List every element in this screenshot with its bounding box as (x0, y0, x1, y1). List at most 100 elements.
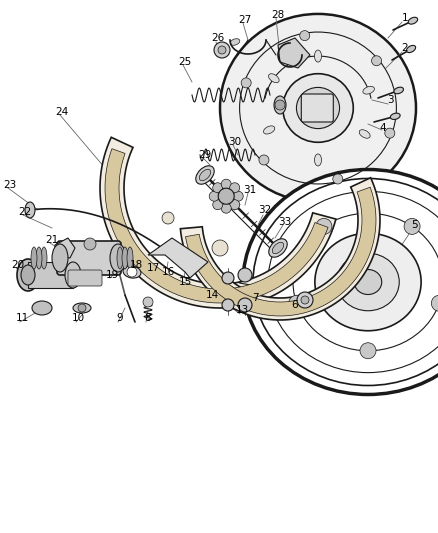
Ellipse shape (314, 154, 321, 166)
Ellipse shape (220, 14, 416, 202)
Text: 5: 5 (412, 220, 418, 230)
Text: 6: 6 (292, 300, 298, 310)
Ellipse shape (359, 130, 370, 138)
Circle shape (213, 183, 223, 193)
Text: 11: 11 (15, 313, 28, 323)
Ellipse shape (127, 247, 133, 269)
Circle shape (238, 268, 252, 282)
Polygon shape (148, 238, 208, 278)
Text: 21: 21 (46, 235, 59, 245)
Ellipse shape (315, 233, 421, 331)
Text: 3: 3 (387, 95, 393, 105)
Ellipse shape (268, 74, 279, 83)
Circle shape (385, 128, 395, 138)
Text: 33: 33 (279, 217, 292, 227)
Polygon shape (185, 187, 376, 316)
Ellipse shape (123, 266, 141, 278)
Text: 1: 1 (402, 13, 408, 23)
Circle shape (297, 292, 313, 308)
Polygon shape (278, 38, 310, 68)
Circle shape (371, 56, 381, 66)
Ellipse shape (264, 126, 275, 134)
Ellipse shape (73, 303, 91, 313)
Circle shape (289, 295, 305, 311)
Circle shape (143, 297, 153, 307)
Text: 32: 32 (258, 205, 272, 215)
Circle shape (301, 296, 309, 304)
Circle shape (241, 78, 251, 88)
Ellipse shape (406, 45, 416, 53)
Circle shape (221, 179, 231, 189)
Ellipse shape (21, 265, 35, 285)
Text: 19: 19 (106, 270, 119, 280)
Circle shape (222, 299, 234, 311)
Ellipse shape (52, 244, 68, 272)
FancyBboxPatch shape (28, 262, 73, 288)
Ellipse shape (196, 166, 214, 184)
Ellipse shape (307, 97, 329, 119)
FancyBboxPatch shape (68, 270, 102, 286)
Circle shape (127, 267, 137, 277)
Circle shape (230, 200, 240, 209)
Ellipse shape (363, 86, 374, 94)
Text: 17: 17 (146, 263, 159, 273)
Text: 14: 14 (205, 290, 219, 300)
Circle shape (213, 200, 223, 209)
Ellipse shape (17, 259, 39, 291)
Text: 31: 31 (244, 185, 257, 195)
Circle shape (78, 304, 86, 312)
Ellipse shape (274, 96, 286, 114)
Text: 20: 20 (11, 260, 25, 270)
Circle shape (316, 219, 332, 235)
Text: 22: 22 (18, 207, 32, 217)
Text: 24: 24 (55, 107, 69, 117)
Text: 9: 9 (117, 313, 124, 323)
Circle shape (209, 191, 219, 201)
Circle shape (431, 295, 438, 311)
Circle shape (212, 240, 228, 256)
Text: 13: 13 (235, 305, 249, 315)
Text: 4: 4 (380, 123, 386, 133)
Polygon shape (180, 177, 380, 320)
Text: 28: 28 (272, 10, 285, 20)
Ellipse shape (41, 247, 47, 269)
Ellipse shape (110, 244, 126, 272)
Polygon shape (105, 149, 328, 303)
Circle shape (222, 272, 234, 284)
Circle shape (238, 298, 252, 312)
Ellipse shape (314, 50, 321, 62)
Text: 23: 23 (4, 180, 17, 190)
Ellipse shape (272, 243, 284, 254)
Text: 27: 27 (238, 15, 251, 25)
Circle shape (333, 174, 343, 184)
Circle shape (162, 212, 174, 224)
Circle shape (218, 188, 234, 204)
Polygon shape (100, 138, 336, 308)
Circle shape (300, 30, 310, 41)
Ellipse shape (230, 39, 240, 45)
Ellipse shape (199, 169, 211, 181)
Ellipse shape (65, 262, 81, 288)
Ellipse shape (354, 270, 382, 295)
Ellipse shape (36, 247, 42, 269)
Circle shape (221, 203, 231, 213)
Circle shape (230, 183, 240, 193)
Text: 8: 8 (145, 313, 151, 323)
Ellipse shape (269, 239, 287, 257)
Circle shape (233, 191, 243, 201)
Text: 25: 25 (178, 57, 192, 67)
Text: 30: 30 (229, 137, 242, 147)
Ellipse shape (25, 202, 35, 218)
Circle shape (218, 46, 226, 54)
Ellipse shape (117, 247, 123, 269)
Ellipse shape (394, 87, 403, 94)
Text: 29: 29 (198, 150, 212, 160)
Text: 7: 7 (252, 293, 258, 303)
Text: 15: 15 (178, 277, 192, 287)
Text: 10: 10 (71, 313, 85, 323)
Circle shape (259, 155, 269, 165)
Ellipse shape (31, 247, 37, 269)
Text: 16: 16 (161, 267, 175, 277)
Circle shape (214, 42, 230, 58)
Ellipse shape (408, 17, 418, 24)
